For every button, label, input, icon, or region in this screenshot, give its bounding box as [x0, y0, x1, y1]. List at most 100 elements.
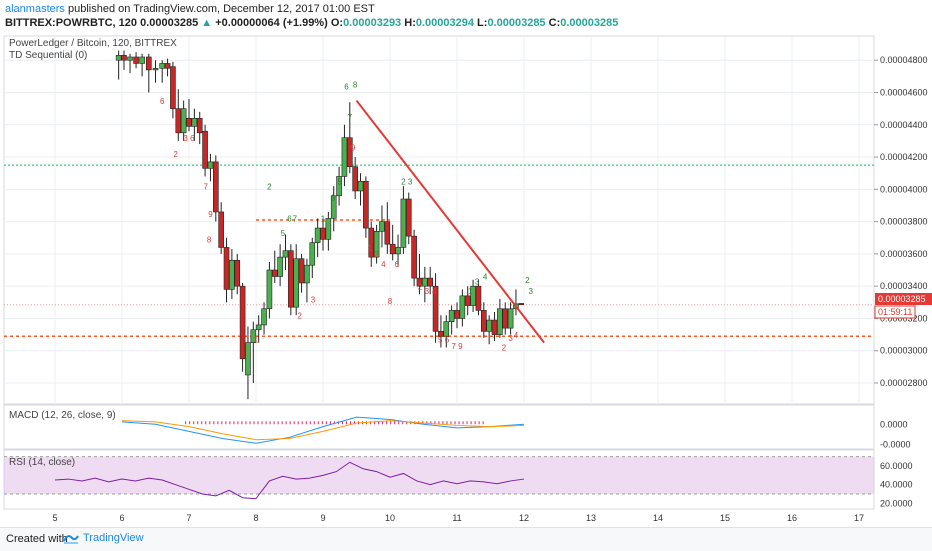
candle-body [448, 310, 455, 322]
candle-body [384, 221, 391, 245]
td-count-label: 6 [394, 260, 399, 269]
candle-body [115, 55, 122, 61]
x-tick-label: 5 [52, 513, 57, 523]
macd-label: MACD (12, 26, close, 9) [9, 410, 116, 421]
rsi-tick-label: 40.0000 [880, 480, 913, 490]
time-axis[interactable]: 5 6 7 8 9 10 11 12 13 14 15 16 17 [52, 513, 864, 523]
chart-header: alanmasters published on TradingView.com… [0, 0, 932, 36]
td-count-label: 6 [160, 97, 165, 106]
candle-body [245, 342, 251, 376]
author-link[interactable]: alanmasters [5, 3, 65, 15]
rsi-lines [4, 456, 874, 500]
bar-timer: 01:59:11 [878, 307, 912, 317]
candle-body [255, 324, 262, 331]
x-tick-label: 17 [854, 513, 864, 523]
price-axis[interactable]: 0.00004800 0.00004600 0.00004400 0.00004200… [874, 55, 928, 388]
macd-frame [3, 404, 875, 450]
candle-body [363, 180, 369, 229]
candle-body [497, 308, 503, 335]
candle-body [175, 108, 182, 134]
tradingview-logo-icon [63, 535, 79, 544]
candle-body [379, 221, 385, 232]
candle-body [346, 137, 353, 168]
td-count-label: 9 [351, 144, 356, 153]
timer-bg [874, 305, 916, 319]
candle-body [395, 247, 401, 255]
candle-body [507, 308, 514, 329]
td-count-label: 9 [458, 342, 463, 351]
candle-body [341, 137, 348, 177]
close-label: C: [548, 17, 561, 29]
macd-pane[interactable]: MACD (12, 26, close, 9) 0.0000 -0.0000 [3, 404, 911, 450]
rsi-pane[interactable]: RSI (14, close) 60.0000 40.0000 20.0000 [3, 449, 913, 510]
td-count-label: 3 [408, 177, 413, 186]
macd-lines [121, 416, 525, 444]
candle-body [459, 295, 466, 319]
candle-body [207, 161, 214, 169]
rsi-series-line [54, 461, 525, 500]
td-count-label: 2 [502, 344, 507, 353]
ohlc-line: BITTREX:POWRBTC, 120 0.00003285 ▲ +0.000… [5, 17, 618, 29]
candle-body [180, 108, 187, 134]
candle-body [454, 310, 460, 319]
rsi-label: RSI (14, close) [9, 457, 75, 468]
x-tick-label: 7 [186, 513, 191, 523]
candle-body [502, 308, 509, 329]
candle-body [133, 56, 139, 64]
candle-body [443, 321, 450, 337]
x-tick-label: 8 [253, 513, 258, 523]
close-value: 0.00003285 [560, 17, 619, 29]
candle-body [152, 67, 159, 71]
td-count-label: 5 [438, 336, 443, 345]
candle-body [427, 277, 434, 287]
footer: Created with TradingView [0, 527, 932, 551]
td-count-label: 7 [293, 215, 298, 224]
candle-body [400, 198, 407, 248]
td-count-label: 4 [432, 287, 437, 296]
td-count-label: 4 [514, 331, 519, 340]
candle-body [475, 285, 482, 311]
candle-body [330, 195, 337, 219]
price-change: +0.00000064 (+1.99%) [215, 17, 328, 29]
price-tag-bg [875, 293, 932, 305]
candle-body [186, 118, 192, 127]
candle-body [432, 285, 439, 332]
y-tick-label: 0.00004800 [880, 55, 928, 65]
rsi-tick-label: 20.0000 [880, 498, 913, 508]
td-count-label: 3 [425, 287, 430, 296]
candle-body [164, 63, 171, 69]
td-count-label: 6 [344, 82, 349, 91]
chart-title: PowerLedger / Bitcoin, 120, BITTREX [9, 38, 177, 49]
y-tick-label: 0.00003400 [880, 281, 928, 291]
candle-body [405, 198, 412, 237]
td-count-label: 6 [445, 336, 450, 345]
td-count-label: 7 [204, 182, 209, 191]
td-count-label: 3 [331, 194, 336, 203]
candle-body [218, 211, 224, 248]
td-count-label: 7 [348, 113, 353, 122]
rsi-tick-label: 60.0000 [880, 461, 913, 471]
x-tick-label: 13 [586, 513, 596, 523]
candle-body [357, 180, 364, 192]
candle-body [293, 258, 300, 308]
x-tick-label: 10 [385, 513, 395, 523]
candle-body [229, 260, 235, 290]
x-tick-label: 16 [787, 513, 797, 523]
x-tick-label: 9 [320, 513, 325, 523]
td-count-label: 3 [311, 295, 316, 304]
high-value: 0.00003294 [415, 17, 474, 29]
candle-body [422, 277, 428, 287]
trendline[interactable] [355, 99, 545, 344]
td-count-label: 1 [368, 244, 373, 253]
candle-body [213, 161, 219, 213]
indicator-label-td: TD Sequential (0) [9, 50, 87, 61]
tradingview-link[interactable]: TradingView [83, 532, 144, 544]
td-count-label: 3 [475, 278, 480, 287]
open-label: O: [330, 17, 344, 29]
candle-body [298, 258, 305, 284]
candle-body [352, 166, 358, 192]
rsi-band [4, 456, 874, 494]
trendline-line[interactable] [355, 99, 545, 344]
